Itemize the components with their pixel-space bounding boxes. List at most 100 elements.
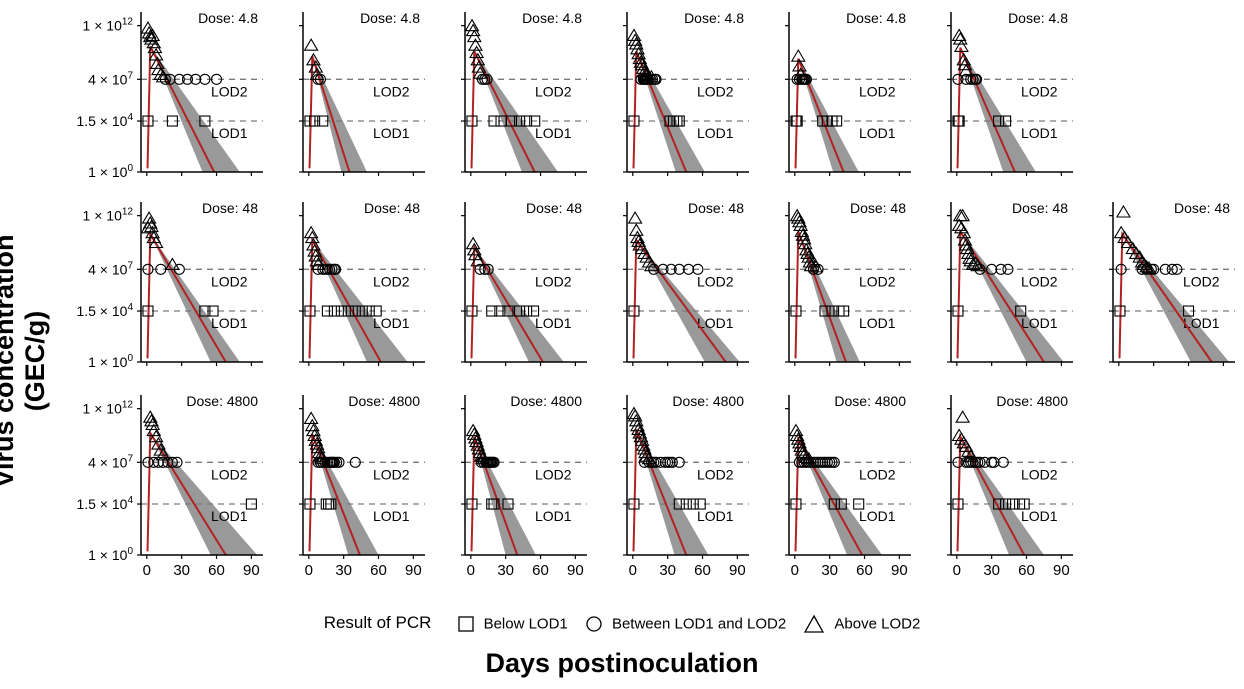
point-above-lod2 [955, 410, 971, 423]
point-below-lod1 [628, 498, 640, 510]
point-below-lod1 [142, 115, 154, 127]
point-above-lod2 [956, 52, 972, 66]
legend-label-above: Above LOD2 [834, 615, 921, 633]
point-above-lod2 [469, 45, 485, 59]
lod-label: LOD1 [1183, 315, 1220, 331]
point-between-lod [1159, 263, 1171, 275]
point-above-lod2 [798, 450, 814, 463]
point-above-lod2 [633, 429, 649, 443]
faceted-scatter-chart: LOD2 LOD1 Dose: 4.8 1 × 100 1.5 × 104 4 × 107… [76, 10, 1235, 579]
facet-panel-2-1: LOD2 LOD1 Dose: 4800 0 30 60 90 [299, 393, 425, 579]
fit-line [956, 47, 1016, 173]
legend-circle-icon [586, 616, 602, 632]
lod-label: LOD2 [211, 466, 248, 482]
point-below-lod1 [831, 115, 843, 127]
point-above-lod2 [958, 237, 974, 251]
y-tick-label: 1.5 × 104 [76, 112, 133, 129]
lod-label: LOD1 [535, 508, 572, 524]
legend-label-below: Below LOD1 [483, 615, 568, 633]
point-above-lod2 [951, 218, 967, 231]
facet-panel-0-0: LOD2 LOD1 Dose: 4.8 1 × 100 1.5 × 104 4 × 107… [76, 10, 263, 180]
point-above-lod2 [155, 69, 171, 83]
facet-panel-0-4: LOD2 LOD1 Dose: 4.8 [785, 10, 911, 176]
point-above-lod2 [1128, 246, 1144, 260]
x-tick-label: 90 [405, 562, 422, 579]
point-below-lod1 [828, 498, 840, 510]
point-below-lod1 [245, 498, 257, 510]
y-tick-label: 1 × 100 [88, 163, 133, 180]
point-above-lod2 [304, 418, 320, 432]
confidence-band [474, 51, 558, 172]
confidence-band [150, 233, 240, 362]
point-below-lod1 [952, 305, 964, 317]
point-above-lod2 [1139, 259, 1155, 273]
point-above-lod2 [305, 237, 321, 251]
point-above-lod2 [146, 35, 162, 49]
point-above-lod2 [164, 257, 180, 270]
point-between-lod [171, 456, 183, 468]
dose-label: Dose: 48 [1174, 200, 1230, 216]
dose-label: Dose: 4.8 [198, 10, 258, 26]
lod-label: LOD1 [535, 125, 572, 141]
point-above-lod2 [628, 223, 644, 236]
point-between-lod [974, 456, 986, 468]
point-between-lod [474, 263, 486, 275]
lod-label: LOD1 [859, 315, 896, 331]
point-below-lod1 [370, 305, 382, 317]
lod-label: LOD1 [211, 508, 248, 524]
point-below-lod1 [993, 115, 1005, 127]
point-above-lod2 [634, 433, 650, 446]
lod-label: LOD2 [211, 273, 248, 289]
lod-label: LOD1 [211, 315, 248, 331]
confidence-band [798, 439, 882, 555]
point-below-lod1 [673, 115, 685, 127]
y-tick-label: 4 × 107 [88, 260, 133, 277]
facet-panel-1-0: LOD2 LOD1 Dose: 48 1 × 100 1.5 × 104 4 × 107 1… [76, 200, 263, 370]
point-above-lod2 [470, 52, 486, 66]
point-between-lod [979, 456, 991, 468]
fit-line [146, 230, 227, 363]
point-between-lod [349, 456, 361, 468]
fit-line [146, 429, 227, 556]
point-below-lod1 [488, 115, 500, 127]
dose-label: Dose: 4.8 [1008, 10, 1068, 26]
lod-label: LOD2 [373, 273, 410, 289]
point-above-lod2 [309, 67, 325, 80]
point-above-lod2 [795, 228, 811, 241]
x-tick-label: 0 [143, 562, 151, 579]
point-above-lod2 [956, 225, 972, 239]
legend-triangle-icon [804, 615, 825, 633]
point-below-lod1 [680, 498, 692, 510]
lod-label: LOD1 [373, 508, 410, 524]
point-below-lod1 [466, 305, 478, 317]
dose-label: Dose: 4800 [510, 393, 582, 409]
point-between-lod [199, 73, 211, 85]
point-below-lod1 [853, 498, 865, 510]
y-tick-label: 1 × 100 [88, 353, 133, 370]
dose-label: Dose: 4.8 [684, 10, 744, 26]
confidence-band [474, 247, 564, 362]
point-between-lod [479, 263, 491, 275]
point-between-lod [142, 263, 154, 275]
point-below-lod1 [342, 305, 354, 317]
point-above-lod2 [1141, 261, 1157, 274]
lod-label: LOD2 [697, 273, 734, 289]
lod-label: LOD1 [1021, 125, 1058, 141]
y-tick-label: 4 × 107 [88, 453, 133, 470]
point-above-lod2 [141, 211, 157, 224]
fit-line [956, 432, 1026, 556]
point-between-lod [666, 456, 678, 468]
y-tick-label: 1 × 1012 [83, 400, 134, 417]
x-tick-label: 60 [1018, 562, 1035, 579]
point-above-lod2 [142, 215, 158, 229]
point-below-lod1 [335, 305, 347, 317]
confidence-band [798, 58, 859, 172]
point-between-lod [683, 263, 695, 275]
point-between-lod [995, 263, 1007, 275]
lod-label: LOD1 [211, 125, 248, 141]
point-between-lod [333, 456, 345, 468]
confidence-band [960, 231, 1064, 362]
point-between-lod [986, 263, 998, 275]
confidence-band [798, 231, 860, 362]
point-below-lod1 [325, 498, 337, 510]
